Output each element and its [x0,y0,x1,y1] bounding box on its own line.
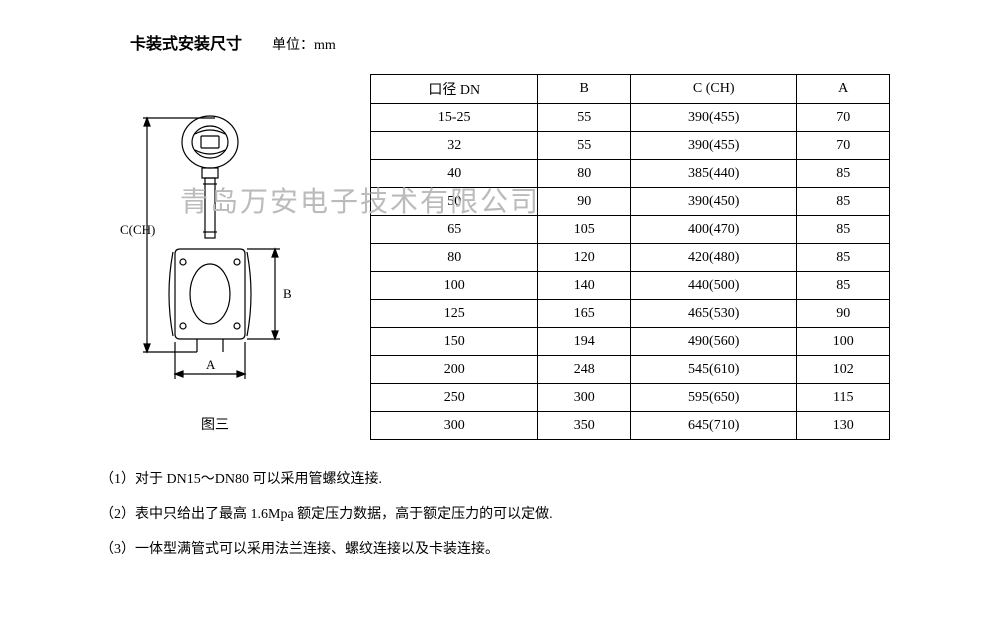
table-cell: 100 [371,272,538,300]
table-cell: 100 [797,328,890,356]
table-row: 4080385(440)85 [371,160,890,188]
table-cell: 70 [797,132,890,160]
table-cell: 90 [797,300,890,328]
table-cell: 80 [538,160,631,188]
table-cell: 400(470) [630,216,796,244]
table-cell: 545(610) [630,356,796,384]
dim-label-c: C(CH) [120,222,155,237]
table-cell: 200 [371,356,538,384]
table-cell: 490(560) [630,328,796,356]
table-cell: 85 [797,216,890,244]
table-cell: 115 [797,384,890,412]
table-cell: 90 [538,188,631,216]
table-cell: 248 [538,356,631,384]
table-cell: 645(710) [630,412,796,440]
table-row: 250300595(650)115 [371,384,890,412]
table-cell: 390(455) [630,132,796,160]
table-row: 100140440(500)85 [371,272,890,300]
diagram-column: C(CH) B A 图三 [100,74,330,434]
col-header-b: B [538,75,631,104]
table-cell: 85 [797,188,890,216]
dimension-diagram: C(CH) B A [115,104,315,404]
table-cell: 40 [371,160,538,188]
table-cell: 390(455) [630,104,796,132]
dim-label-a: A [206,357,216,372]
table-cell: 465(530) [630,300,796,328]
diagram-caption: 图三 [201,414,229,434]
col-header-dn: 口径 DN [371,75,538,104]
table-cell: 300 [371,412,538,440]
note-item: （3）一体型满管式可以采用法兰连接、螺纹连接以及卡装连接。 [100,535,890,566]
table-cell: 120 [538,244,631,272]
table-cell: 85 [797,272,890,300]
table-cell: 150 [371,328,538,356]
table-cell: 102 [797,356,890,384]
table-cell: 125 [371,300,538,328]
table-row: 15-2555390(455)70 [371,104,890,132]
table-cell: 85 [797,244,890,272]
table-column: 口径 DN B C (CH) A 15-2555390(455)70325539… [370,74,890,440]
table-row: 80120420(480)85 [371,244,890,272]
table-cell: 420(480) [630,244,796,272]
table-cell: 390(450) [630,188,796,216]
dim-label-b: B [283,286,292,301]
table-cell: 595(650) [630,384,796,412]
content-row: C(CH) B A 图三 口径 DN B C (CH) A 15-2555390… [100,74,890,440]
table-row: 3255390(455)70 [371,132,890,160]
table-cell: 350 [538,412,631,440]
table-row: 125165465(530)90 [371,300,890,328]
table-cell: 55 [538,104,631,132]
table-cell: 165 [538,300,631,328]
notes-section: （1）对于 DN15～DN80 可以采用管螺纹连接. （2）表中只给出了最高 1… [100,465,890,565]
table-row: 65105400(470)85 [371,216,890,244]
note-item: （2）表中只给出了最高 1.6Mpa 额定压力数据，高于额定压力的可以定做. [100,500,890,531]
col-header-a: A [797,75,890,104]
table-row: 5090390(450)85 [371,188,890,216]
table-cell: 194 [538,328,631,356]
note-item: （1）对于 DN15～DN80 可以采用管螺纹连接. [100,465,890,496]
table-row: 200248545(610)102 [371,356,890,384]
table-cell: 80 [371,244,538,272]
table-cell: 105 [538,216,631,244]
table-cell: 32 [371,132,538,160]
table-header-row: 口径 DN B C (CH) A [371,75,890,104]
table-cell: 50 [371,188,538,216]
table-row: 150194490(560)100 [371,328,890,356]
table-cell: 250 [371,384,538,412]
table-cell: 15-25 [371,104,538,132]
table-cell: 70 [797,104,890,132]
table-cell: 440(500) [630,272,796,300]
col-header-c: C (CH) [630,75,796,104]
header-row: 卡装式安装尺寸 单位：mm [130,30,890,54]
table-cell: 385(440) [630,160,796,188]
table-cell: 140 [538,272,631,300]
unit-label: 单位：mm [272,34,336,54]
page-title: 卡装式安装尺寸 [130,30,242,54]
dimensions-table: 口径 DN B C (CH) A 15-2555390(455)70325539… [370,74,890,440]
table-cell: 130 [797,412,890,440]
table-cell: 55 [538,132,631,160]
table-cell: 65 [371,216,538,244]
table-row: 300350645(710)130 [371,412,890,440]
table-cell: 85 [797,160,890,188]
table-cell: 300 [538,384,631,412]
